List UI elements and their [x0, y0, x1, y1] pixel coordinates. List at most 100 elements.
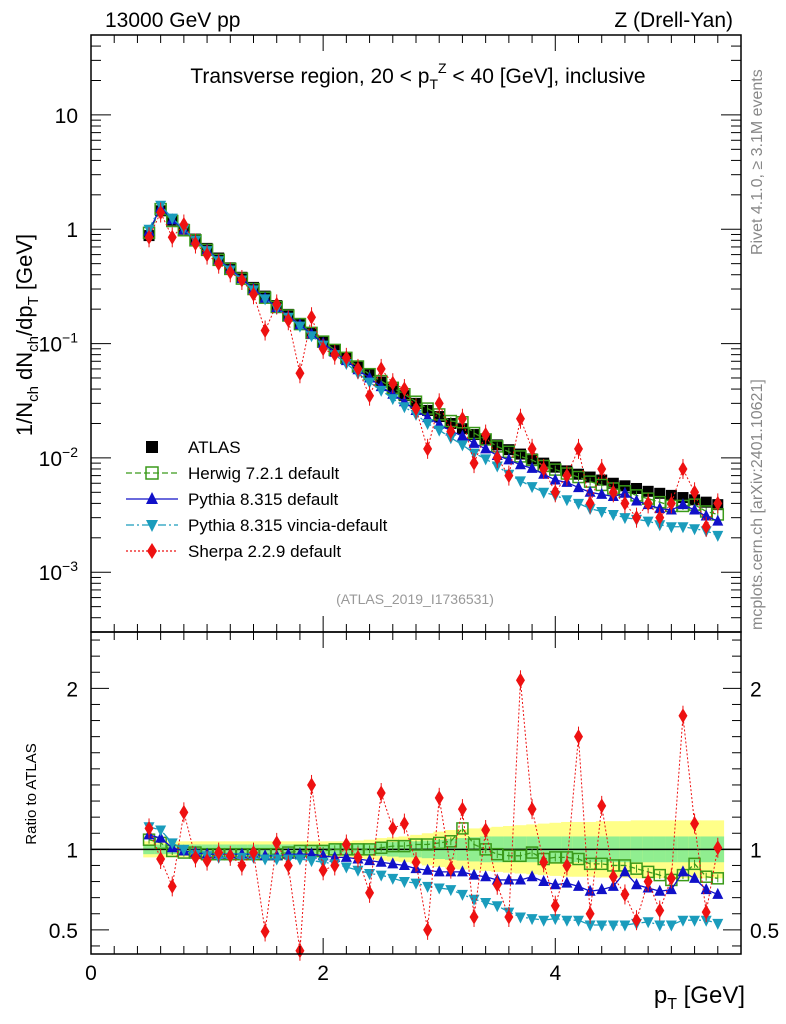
data-point [632, 510, 642, 526]
data-point [527, 441, 537, 457]
data-point [330, 857, 340, 873]
data-point [677, 915, 689, 927]
data-point [654, 920, 666, 932]
data-point [678, 461, 688, 477]
main-y-tick-label: 10−3 [39, 558, 79, 585]
data-point [480, 897, 492, 909]
data-point [677, 522, 689, 534]
data-point [456, 429, 468, 441]
data-point [249, 286, 258, 302]
data-point [643, 874, 653, 890]
ratio-y-axis-label: Ratio to ATLAS [23, 743, 40, 844]
data-point [446, 424, 456, 440]
data-point [712, 530, 724, 542]
main-panel-marks [142, 200, 725, 542]
data-point [375, 870, 387, 882]
data-point [655, 510, 665, 526]
data-point [444, 835, 458, 848]
main-panel-title: Transverse region, 20 < pTZ < 40 [GeV], … [190, 60, 645, 92]
data-point [713, 495, 723, 511]
data-point [596, 506, 608, 518]
data-point [584, 485, 596, 497]
data-point [306, 847, 318, 859]
data-point [260, 923, 270, 939]
data-point [330, 347, 340, 363]
data-point [340, 862, 352, 874]
data-point [423, 441, 433, 457]
data-point [597, 461, 607, 477]
data-point [214, 256, 224, 272]
data-point [514, 458, 526, 470]
data-point [259, 854, 271, 866]
data-point [456, 440, 468, 452]
data-point [480, 442, 492, 454]
data-point [712, 918, 724, 930]
data-point [526, 482, 538, 494]
data-point [445, 885, 457, 897]
data-point [178, 844, 190, 856]
data-point [632, 912, 642, 928]
data-point [712, 514, 724, 526]
data-point [446, 861, 456, 877]
data-point [387, 873, 399, 885]
data-point [480, 454, 492, 466]
data-point [596, 883, 608, 895]
legend: ATLAS Herwig 7.2.1 default Pythia 8.315 de… [126, 438, 388, 561]
data-point [388, 820, 398, 836]
data-point [283, 857, 293, 873]
data-point [700, 509, 712, 521]
data-point [538, 915, 550, 927]
data-point [526, 870, 538, 882]
data-point [689, 871, 701, 883]
data-point [619, 513, 631, 525]
data-point [562, 857, 572, 873]
data-point [387, 394, 399, 406]
data-point [666, 870, 676, 886]
rivet-version-label: Rivet 4.1.0, ≥ 3.1M events [749, 69, 766, 255]
data-point [713, 840, 723, 856]
data-point [190, 236, 200, 252]
data-point [700, 496, 712, 508]
data-point [654, 487, 666, 499]
data-point [272, 296, 282, 312]
data-point [690, 484, 700, 500]
data-point [712, 887, 724, 899]
data-point [422, 881, 434, 893]
data-point [573, 915, 584, 927]
legend-marker [145, 466, 159, 480]
data-point [307, 777, 317, 793]
data-point [179, 804, 189, 820]
data-point [550, 898, 560, 914]
x-tick-label: 2 [317, 962, 329, 985]
x-tick-label: 0 [85, 962, 97, 985]
data-point [690, 816, 700, 832]
data-point [318, 862, 328, 878]
data-point [422, 418, 434, 430]
data-point [584, 884, 596, 896]
data-point [307, 309, 317, 325]
legend-label: Pythia 8.315 vincia-default [188, 516, 388, 535]
ratio-y-tick-label: 2 [750, 678, 762, 701]
data-point [701, 904, 711, 920]
data-point [166, 213, 178, 225]
data-point [260, 323, 270, 339]
data-point [527, 801, 537, 817]
data-point [549, 473, 561, 485]
ratio-y-tick-label: 1 [66, 839, 78, 862]
data-point [711, 872, 725, 885]
data-point [631, 482, 643, 494]
data-point [179, 217, 189, 233]
data-point [202, 247, 212, 263]
x-axis-label: pT [GeV] [654, 982, 745, 1013]
ratio-series-pythia-8-315-vincia-default [143, 822, 724, 932]
data-point [340, 850, 352, 862]
data-point [398, 402, 410, 414]
data-point [585, 495, 595, 511]
data-point [202, 853, 212, 869]
data-point [457, 801, 467, 817]
ratio-panel-frame [90, 631, 742, 955]
data-point [225, 264, 235, 280]
data-point [561, 876, 573, 888]
data-point [294, 854, 306, 866]
data-point [597, 798, 607, 814]
